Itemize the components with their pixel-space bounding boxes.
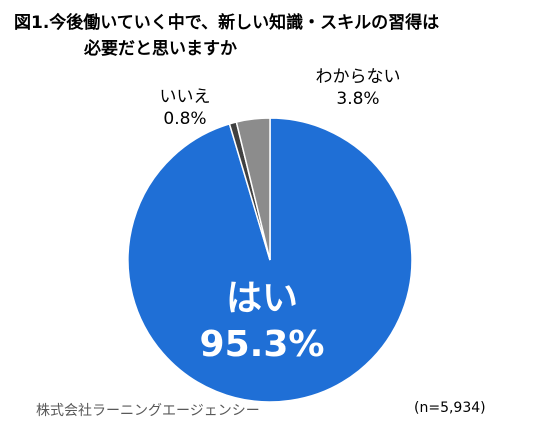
pie-label-category-2: いいえ bbox=[160, 87, 211, 107]
pie-label-value-1: 95.3% bbox=[200, 324, 325, 365]
pie-label-value-3: 3.8% bbox=[336, 89, 379, 109]
chart-title: 図1.今後働いていく中で、新しい知識・スキルの習得は 必要だと思いますか bbox=[14, 10, 439, 62]
source-credit: 株式会社ラーニングエージェンシー bbox=[36, 403, 260, 419]
pie-slice-3 bbox=[235, 117, 271, 261]
pie-slices bbox=[127, 117, 413, 403]
pie-label-category-3: わからない bbox=[316, 67, 401, 87]
sample-size: (n=5,934) bbox=[414, 400, 486, 416]
pie-label-value-2: 0.8% bbox=[163, 109, 206, 129]
chart-title-line2: 必要だと思いますか bbox=[84, 39, 237, 59]
chart-title-line1: 図1.今後働いていく中で、新しい知識・スキルの習得は bbox=[14, 13, 440, 33]
pie-label-category-1: はい bbox=[226, 278, 298, 319]
